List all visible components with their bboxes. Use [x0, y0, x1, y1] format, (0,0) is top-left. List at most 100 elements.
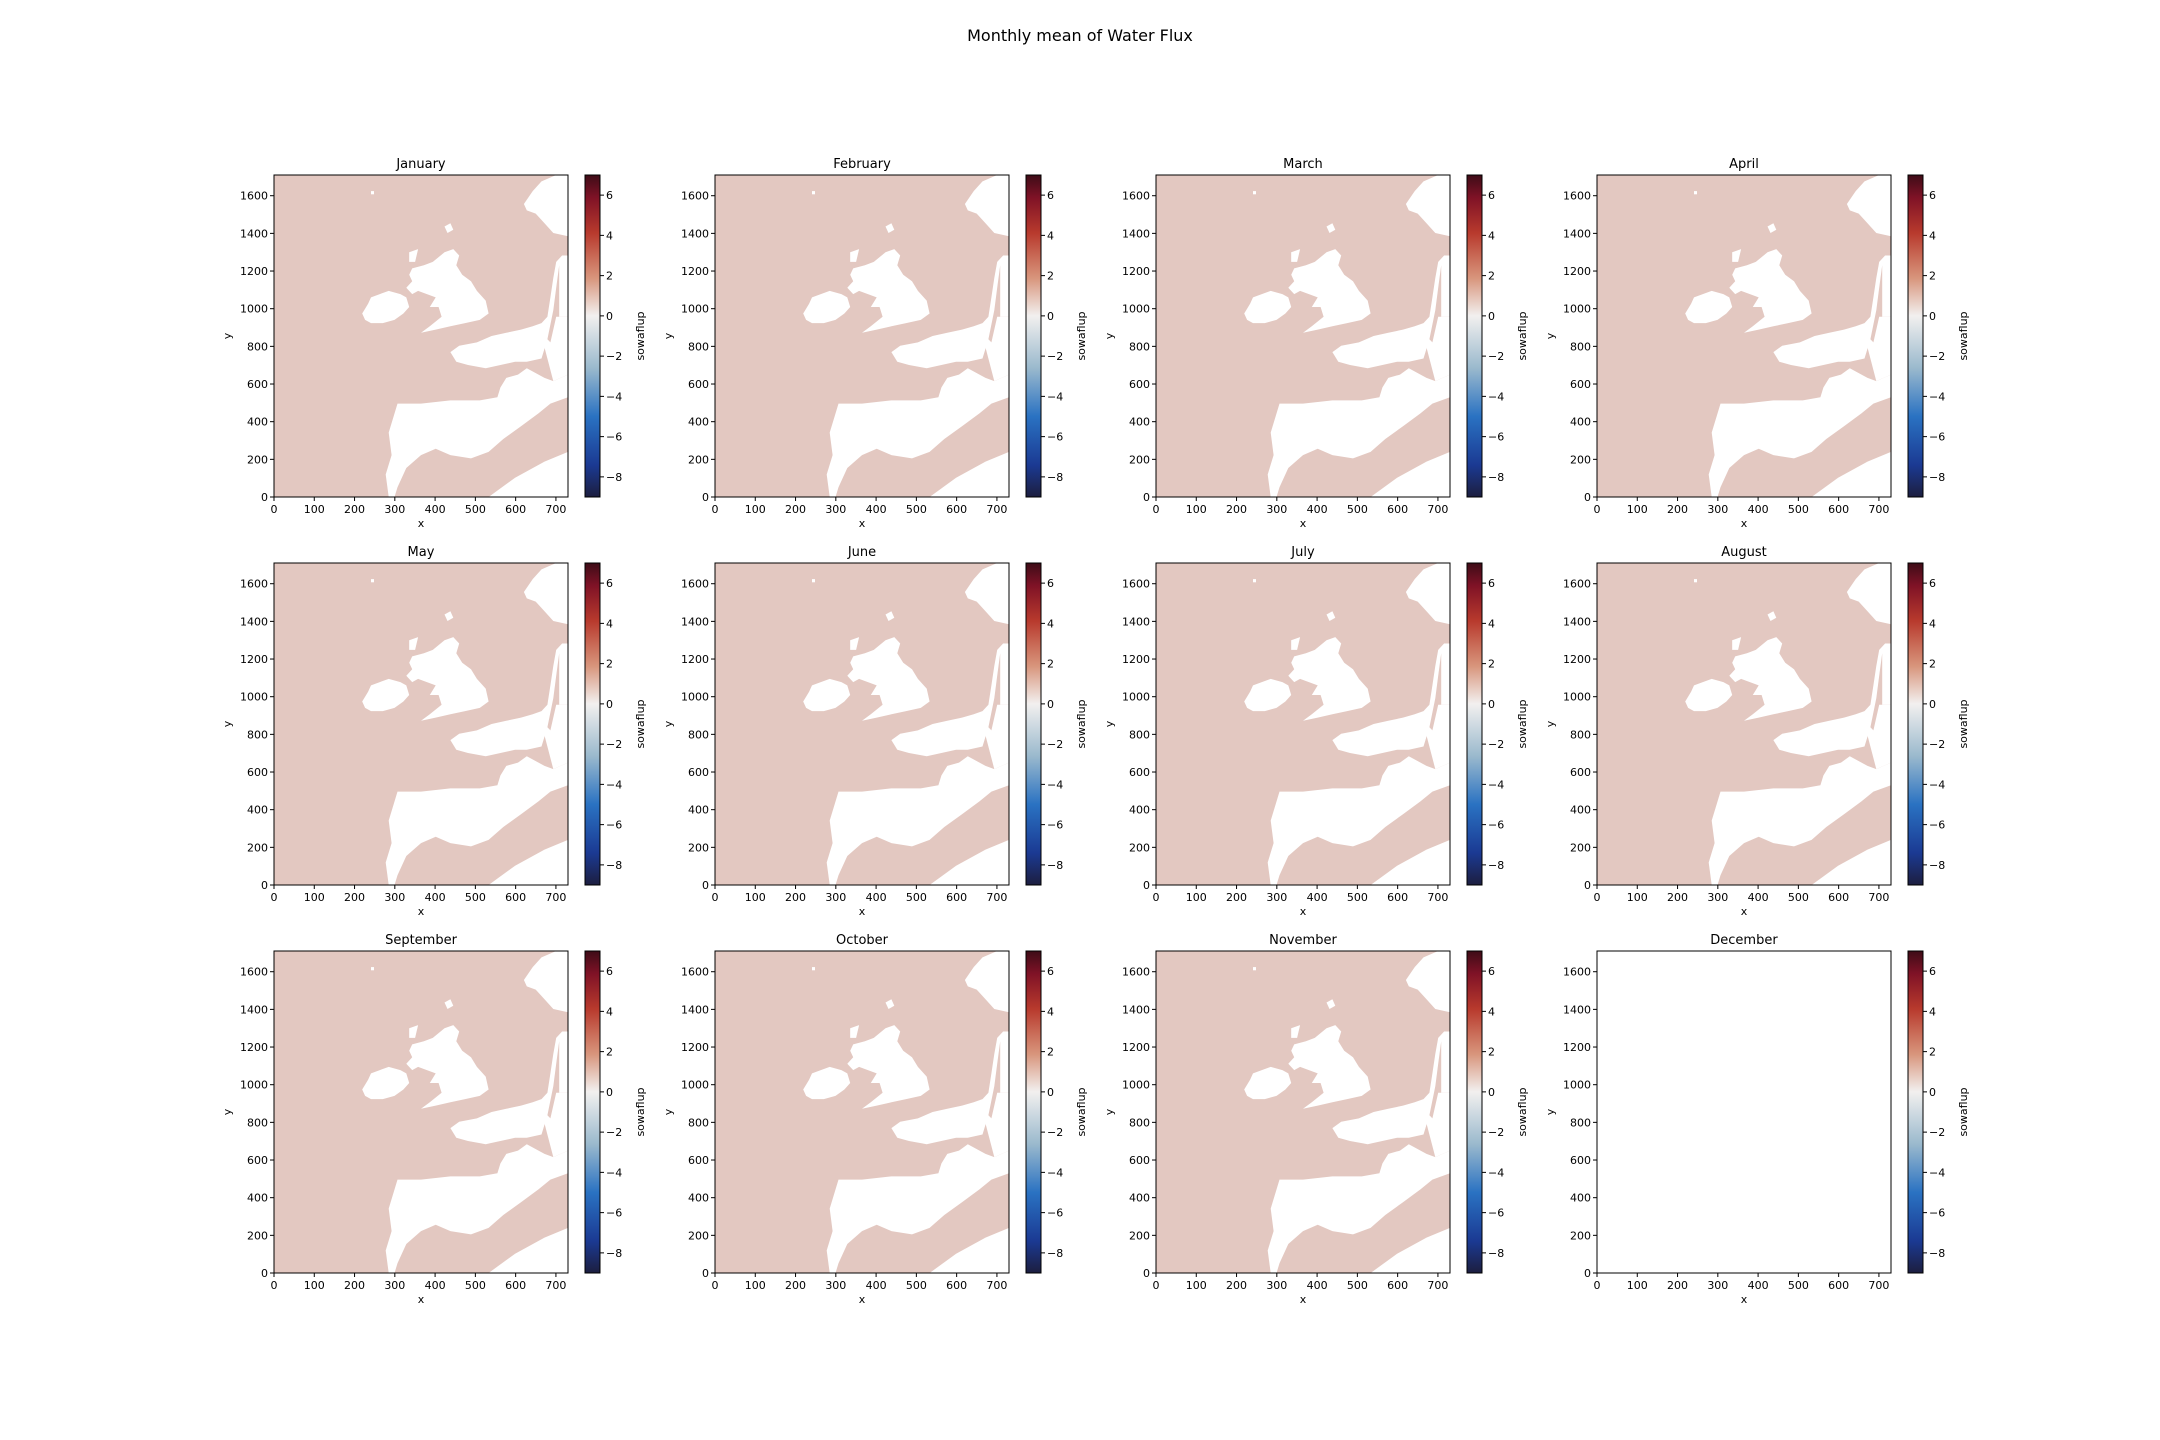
panel-title: February: [833, 157, 891, 172]
land-mask-britain: [1288, 637, 1371, 721]
land-mask-northEast: [450, 643, 568, 757]
land-mask-ireland: [1244, 678, 1292, 712]
land-mask-northEast: [1332, 643, 1450, 757]
y-tick-label: 1000: [681, 1079, 709, 1092]
land-mask-scandinavia: [1846, 175, 1891, 237]
y-tick-label: 200: [688, 841, 709, 854]
panel-june: June 0 100 200 300 400 500 600 700 x 0 200 400 600 800…: [662, 545, 1088, 918]
x-tick-label: 200: [1226, 1279, 1247, 1292]
colorbar-tick-label: −2: [1488, 350, 1504, 363]
colorbar-tick-label: 4: [1929, 1005, 1936, 1018]
colorbar-tick-label: −4: [606, 1166, 622, 1179]
colorbar-tick-label: −6: [1488, 431, 1504, 444]
x-tick-label: 500: [465, 891, 486, 904]
colorbar-tick-label: 6: [606, 577, 613, 590]
colorbar-label: sowaflup: [634, 1087, 647, 1136]
colorbar-tick-label: 2: [1488, 1046, 1495, 1059]
y-tick-label: 0: [1584, 879, 1591, 892]
colorbar-tick-label: −2: [1929, 1126, 1945, 1139]
x-tick-label: 600: [946, 503, 967, 516]
y-axis-label: y: [1103, 332, 1116, 339]
x-tick-label: 400: [425, 1279, 446, 1292]
colorbar-label: sowaflup: [1957, 699, 1970, 748]
x-tick-label: 200: [344, 503, 365, 516]
panel-title: August: [1721, 545, 1767, 560]
land-mask-northEast: [1773, 643, 1891, 757]
colorbar-tick-label: 2: [1929, 658, 1936, 671]
land-mask-africa: [1811, 839, 1891, 885]
y-tick-label: 400: [247, 804, 268, 817]
y-tick-label: 400: [688, 416, 709, 429]
x-tick-label: 400: [1748, 503, 1769, 516]
x-tick-label: 600: [1828, 1279, 1849, 1292]
land-mask-orkney: [885, 223, 895, 233]
colorbar-tick-label: 2: [606, 658, 613, 671]
heatmap: [1156, 951, 1450, 1273]
colorbar-tick-label: −8: [1488, 1247, 1504, 1260]
colorbar-tick-label: 2: [1488, 658, 1495, 671]
y-tick-label: 800: [247, 1116, 268, 1129]
y-tick-label: 1600: [1563, 966, 1591, 979]
land-mask-europeLow: [982, 316, 1009, 382]
y-tick-label: 1600: [1563, 190, 1591, 203]
colorbar-tick-label: −2: [1488, 1126, 1504, 1139]
x-tick-label: 700: [1427, 1279, 1448, 1292]
colorbar-tick-label: −6: [606, 1207, 622, 1220]
land-mask-rock: [1253, 967, 1256, 971]
land-mask-hebrides: [1732, 637, 1742, 650]
panel-title: December: [1710, 933, 1778, 948]
x-tick-label: 0: [1153, 891, 1160, 904]
y-tick-label: 800: [1129, 340, 1150, 353]
panel-may: May 0 100 200 300 400 500 600 700 x 0 200 400 600 800 1…: [221, 545, 647, 918]
x-tick-label: 500: [1788, 891, 1809, 904]
x-tick-label: 400: [866, 1279, 887, 1292]
land-mask-scandinavia: [964, 175, 1009, 237]
x-tick-label: 700: [986, 503, 1007, 516]
land-mask-orkney: [885, 999, 895, 1009]
colorbar-tick-label: 6: [1488, 189, 1495, 202]
colorbar-tick-label: 4: [606, 1005, 613, 1018]
y-tick-label: 0: [261, 1267, 268, 1280]
land-mask-hebrides: [409, 637, 419, 650]
colorbar-tick-label: −2: [606, 350, 622, 363]
x-tick-label: 600: [505, 1279, 526, 1292]
y-tick-label: 1200: [240, 265, 268, 278]
x-tick-label: 700: [545, 503, 566, 516]
colorbar-tick-label: −4: [1047, 1166, 1063, 1179]
colorbar: [1907, 174, 1924, 498]
panel-title: May: [408, 545, 435, 560]
y-tick-label: 1200: [1563, 653, 1591, 666]
land-mask-britain: [1288, 249, 1371, 333]
land-mask-africa: [1370, 839, 1450, 885]
colorbar-tick-label: −4: [1047, 778, 1063, 791]
y-tick-label: 1400: [1122, 615, 1150, 628]
land-mask-africa: [488, 451, 568, 497]
y-tick-label: 1200: [681, 653, 709, 666]
land-mask-ireland: [1244, 290, 1292, 324]
x-tick-label: 600: [946, 891, 967, 904]
y-tick-label: 200: [688, 453, 709, 466]
y-tick-label: 0: [261, 491, 268, 504]
y-tick-label: 1000: [1563, 1079, 1591, 1092]
y-tick-label: 1400: [681, 227, 709, 240]
y-tick-label: 0: [1143, 1267, 1150, 1280]
x-tick-label: 200: [785, 503, 806, 516]
land-mask-britain: [406, 637, 489, 721]
land-mask-scandinavia: [523, 951, 568, 1013]
x-tick-label: 0: [712, 503, 719, 516]
land-mask-britain: [847, 637, 930, 721]
colorbar-tick-label: 0: [1047, 698, 1054, 711]
land-mask-northEast: [450, 255, 568, 369]
y-tick-label: 200: [247, 841, 268, 854]
land-mask-iberia: [1267, 1144, 1450, 1273]
y-tick-label: 1000: [240, 303, 268, 316]
x-tick-label: 300: [1266, 891, 1287, 904]
x-tick-label: 400: [866, 503, 887, 516]
y-tick-label: 1600: [1563, 578, 1591, 591]
y-tick-label: 1400: [1563, 227, 1591, 240]
colorbar-label: sowaflup: [634, 311, 647, 360]
x-tick-label: 700: [1868, 503, 1889, 516]
colorbar-tick-label: 0: [1929, 1086, 1936, 1099]
x-tick-label: 0: [1594, 891, 1601, 904]
x-tick-label: 0: [712, 1279, 719, 1292]
